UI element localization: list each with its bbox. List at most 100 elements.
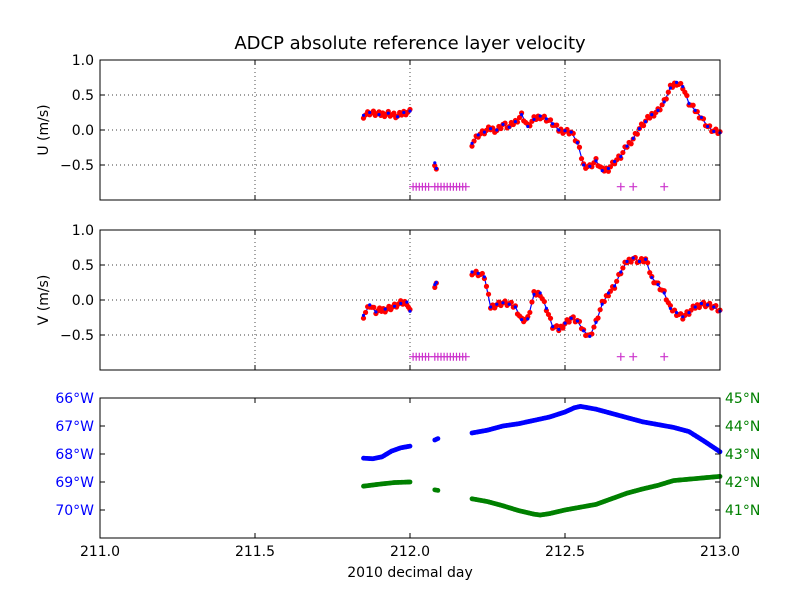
x-axis-label: 2010 decimal day — [347, 565, 472, 581]
axes-frame — [99, 229, 721, 371]
data-point — [482, 275, 486, 279]
data-point — [659, 102, 665, 108]
data-point — [647, 115, 653, 121]
data-point — [501, 122, 505, 126]
data-point — [605, 168, 612, 174]
y-tick-label: 1.0 — [72, 223, 94, 239]
data-point — [371, 304, 377, 310]
x-tick-label: 212.5 — [545, 544, 585, 560]
data-point — [470, 270, 474, 274]
data-point — [597, 307, 603, 313]
data-point — [575, 319, 580, 323]
data-point — [588, 334, 592, 338]
flag-marker — [616, 182, 625, 191]
data-point — [678, 80, 684, 87]
data-point — [631, 136, 635, 140]
data-point — [628, 141, 634, 147]
data-point — [647, 270, 653, 276]
data-point — [476, 271, 480, 275]
data-point — [560, 325, 566, 331]
longitude-point — [407, 443, 413, 449]
data-point — [554, 122, 560, 128]
latitude-point — [407, 479, 413, 485]
y-tick-label: −0.5 — [60, 158, 94, 174]
data-point — [706, 303, 710, 307]
data-point — [489, 127, 493, 131]
flag-marker — [660, 182, 669, 191]
longitude-tick-label: 66°W — [55, 391, 94, 407]
data-point — [551, 122, 555, 126]
data-point — [479, 270, 485, 277]
data-point — [362, 309, 369, 316]
data-point — [386, 111, 390, 115]
latitude-tick-label: 43°N — [725, 447, 760, 463]
y-tick-label: 0.0 — [72, 123, 94, 139]
data-point — [675, 311, 679, 315]
data-point — [527, 309, 533, 316]
data-point — [525, 314, 531, 320]
u-velocity-panel: 1.0 0.5 0.0 −0.5 — [60, 53, 723, 201]
data-point — [513, 120, 518, 124]
data-point — [370, 108, 377, 114]
data-point — [687, 101, 691, 105]
data-point — [614, 278, 620, 284]
data-point — [377, 113, 381, 117]
data-point — [612, 161, 618, 167]
data-point — [605, 293, 612, 299]
flag-marker — [629, 182, 638, 191]
data-point — [399, 301, 403, 306]
data-point — [681, 315, 685, 319]
data-point — [706, 124, 710, 129]
data-point — [507, 302, 511, 306]
data-point — [408, 309, 412, 313]
data-point — [593, 155, 599, 162]
data-point — [434, 280, 438, 285]
data-point — [526, 124, 530, 129]
flag-marker — [629, 352, 638, 361]
data-point — [361, 313, 366, 317]
data-point — [392, 304, 397, 308]
data-point — [489, 305, 493, 309]
data-point — [544, 306, 549, 310]
data-point — [619, 270, 623, 274]
longitude-tick-label: 68°W — [55, 447, 94, 463]
data-point — [690, 102, 696, 108]
data-point — [594, 320, 598, 324]
data-point — [520, 318, 524, 322]
data-point — [498, 125, 504, 132]
data-point — [650, 276, 654, 280]
y-tick-label: 0.5 — [72, 88, 94, 104]
y-tick-label: 0.0 — [72, 293, 94, 309]
data-point — [687, 311, 691, 315]
data-point — [532, 292, 536, 296]
data-point — [538, 114, 542, 118]
data-point — [613, 284, 617, 288]
data-point — [575, 141, 580, 145]
data-point — [566, 319, 572, 325]
latitude-tick-label: 41°N — [725, 503, 760, 519]
x-tick-label: 211.5 — [235, 544, 275, 560]
data-point — [619, 155, 623, 159]
data-point — [640, 123, 647, 129]
u-axis-label: U (m/s) — [36, 104, 52, 155]
data-point — [541, 298, 547, 305]
data-point — [557, 128, 561, 132]
data-point — [588, 164, 592, 168]
series-line — [471, 257, 721, 338]
data-point — [433, 161, 437, 165]
data-point — [656, 108, 660, 112]
data-point — [699, 115, 704, 119]
data-point — [476, 133, 480, 137]
data-point — [620, 265, 626, 271]
v-axis-label: V (m/s) — [36, 275, 52, 326]
data-point — [544, 117, 549, 121]
data-point — [383, 307, 387, 311]
data-point — [495, 128, 499, 132]
data-point — [569, 130, 573, 134]
data-point — [391, 110, 397, 116]
longitude-tick-label: 67°W — [55, 419, 94, 435]
flag-marker — [461, 352, 470, 361]
data-point — [693, 305, 697, 309]
data-point — [547, 117, 554, 123]
